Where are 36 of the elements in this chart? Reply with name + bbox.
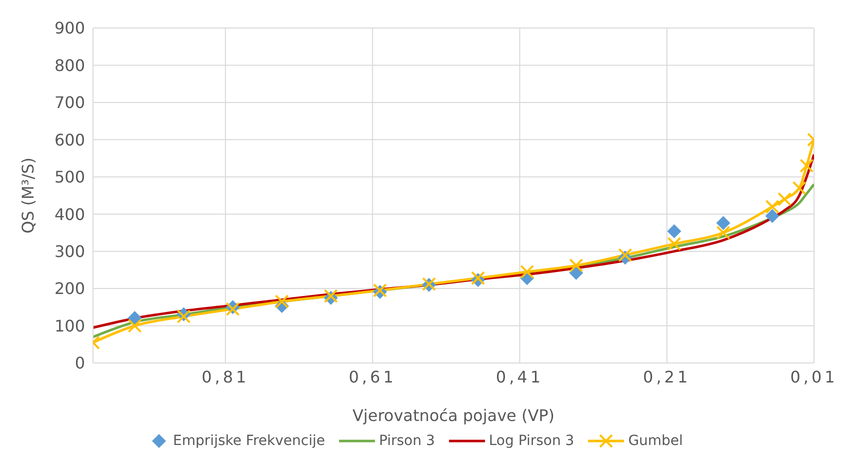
y-tick-label: 100 bbox=[54, 316, 85, 336]
point bbox=[128, 310, 142, 325]
point bbox=[800, 158, 814, 173]
x-tick-label: 0,41 bbox=[496, 367, 544, 386]
legend-label: Pirson 3 bbox=[378, 433, 435, 449]
legend-label: Log Pirson 3 bbox=[488, 433, 574, 449]
y-axis-title: QS (M³/S) bbox=[18, 157, 38, 234]
point bbox=[765, 200, 780, 214]
point bbox=[520, 264, 534, 279]
legend-label: Gumbel bbox=[628, 433, 683, 449]
legend-label: Emprijske Frekvencije bbox=[173, 433, 325, 449]
y-tick-label: 600 bbox=[54, 130, 85, 150]
y-tick-label: 500 bbox=[54, 168, 85, 187]
x-axis-title: Vjerovatnoća pojave (VP) bbox=[352, 406, 555, 425]
y-tick-label: 0 bbox=[74, 354, 85, 373]
point bbox=[667, 236, 682, 251]
point bbox=[667, 224, 682, 238]
y-tick-label: 400 bbox=[54, 204, 85, 224]
x-tick-label: 0,61 bbox=[348, 367, 396, 386]
point bbox=[716, 226, 730, 240]
y-tick-label: 700 bbox=[54, 93, 85, 112]
y-tick-label: 900 bbox=[54, 18, 85, 38]
x-tick-label: 0,21 bbox=[643, 367, 691, 386]
x-tick-label: 0,81 bbox=[202, 367, 250, 386]
x-tick-label: 0,01 bbox=[790, 367, 838, 386]
point bbox=[569, 258, 584, 272]
point bbox=[274, 294, 289, 309]
point bbox=[765, 208, 780, 223]
point bbox=[716, 216, 730, 230]
y-tick-label: 300 bbox=[54, 242, 85, 262]
point bbox=[128, 318, 142, 333]
y-tick-label: 800 bbox=[54, 56, 85, 75]
point bbox=[792, 181, 806, 196]
point bbox=[778, 192, 792, 206]
y-tick-label: 200 bbox=[54, 279, 85, 298]
point bbox=[618, 248, 632, 262]
